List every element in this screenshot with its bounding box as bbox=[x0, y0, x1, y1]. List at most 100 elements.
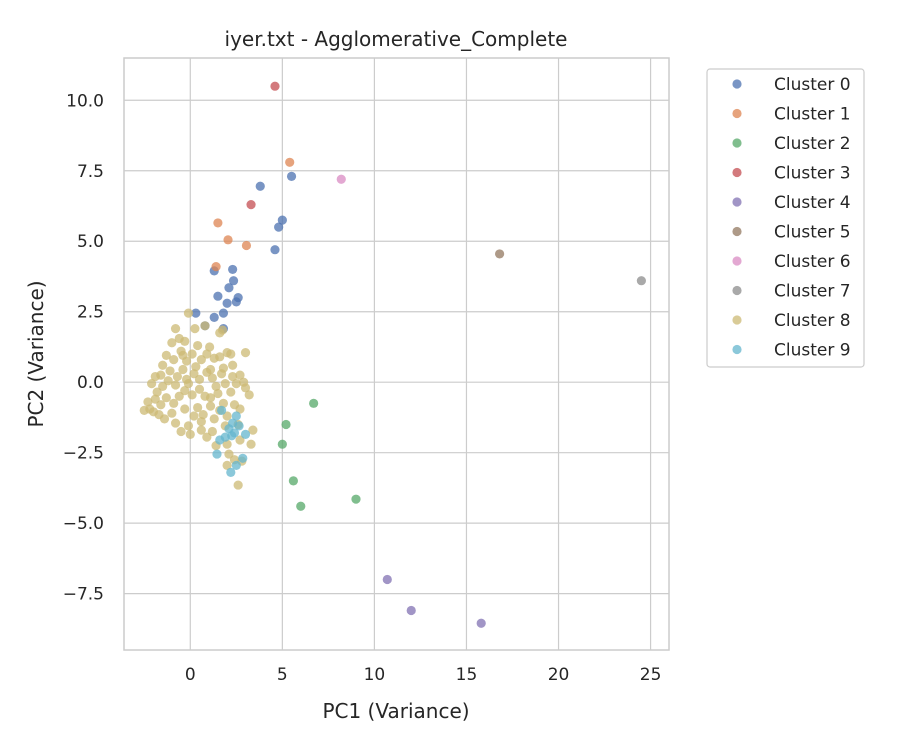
y-tick-label: −5.0 bbox=[63, 514, 104, 534]
data-point bbox=[336, 174, 346, 184]
data-point bbox=[213, 388, 223, 399]
series-3 bbox=[246, 81, 280, 210]
data-point bbox=[216, 369, 227, 379]
legend-label: Cluster 2 bbox=[774, 134, 851, 154]
data-point bbox=[180, 386, 190, 396]
data-point bbox=[226, 349, 236, 359]
data-point bbox=[161, 350, 171, 361]
data-point bbox=[139, 405, 149, 415]
data-point bbox=[231, 297, 241, 307]
data-point bbox=[158, 360, 168, 370]
data-point bbox=[246, 439, 256, 449]
legend-label: Cluster 7 bbox=[774, 282, 851, 302]
legend-label: Cluster 6 bbox=[774, 252, 851, 272]
data-point bbox=[178, 364, 188, 375]
data-point bbox=[189, 411, 199, 421]
data-point bbox=[217, 325, 228, 335]
legend-marker bbox=[732, 167, 742, 178]
data-point bbox=[270, 245, 280, 255]
data-point bbox=[495, 249, 505, 259]
series-0 bbox=[191, 171, 297, 334]
legend-label: Cluster 5 bbox=[774, 223, 851, 243]
data-point bbox=[178, 350, 188, 361]
legend-marker bbox=[732, 315, 742, 325]
data-point bbox=[205, 401, 216, 411]
data-point bbox=[233, 480, 243, 490]
data-point bbox=[193, 340, 203, 351]
data-point bbox=[222, 411, 232, 421]
x-axis-label: PC1 (Variance) bbox=[322, 699, 469, 723]
data-point bbox=[309, 398, 319, 408]
series-5 bbox=[495, 249, 505, 259]
data-point bbox=[476, 618, 486, 628]
legend-marker bbox=[732, 138, 742, 148]
data-point bbox=[191, 308, 201, 318]
legend-marker bbox=[732, 344, 742, 355]
data-point bbox=[213, 291, 223, 301]
data-point bbox=[228, 276, 239, 286]
data-point bbox=[183, 421, 194, 431]
data-point bbox=[222, 460, 232, 470]
legend-box bbox=[706, 68, 865, 368]
data-point bbox=[220, 379, 230, 389]
data-point bbox=[207, 426, 217, 437]
y-tick-label: −7.5 bbox=[63, 585, 104, 605]
data-point bbox=[248, 425, 258, 435]
data-point bbox=[176, 426, 186, 437]
x-tick-label: 10 bbox=[364, 665, 386, 685]
data-point bbox=[238, 453, 248, 463]
data-point bbox=[194, 374, 205, 384]
legend-label: Cluster 1 bbox=[774, 105, 851, 125]
data-point bbox=[152, 387, 162, 397]
data-point bbox=[196, 355, 206, 365]
series-4 bbox=[382, 574, 486, 628]
data-point bbox=[235, 435, 245, 445]
data-point bbox=[351, 494, 361, 504]
data-point bbox=[227, 431, 237, 441]
data-point bbox=[382, 574, 392, 585]
data-point bbox=[211, 381, 221, 392]
data-point bbox=[189, 369, 199, 379]
legend-label: Cluster 4 bbox=[774, 193, 851, 213]
data-point bbox=[222, 298, 232, 308]
data-point bbox=[215, 352, 225, 362]
data-point bbox=[209, 312, 219, 322]
data-point bbox=[190, 324, 200, 334]
data-point bbox=[244, 390, 254, 400]
data-point bbox=[286, 171, 297, 181]
data-point bbox=[241, 240, 252, 251]
data-point bbox=[240, 429, 251, 439]
legend-marker bbox=[732, 256, 742, 266]
data-point bbox=[270, 81, 280, 91]
data-point bbox=[172, 371, 182, 382]
data-point bbox=[147, 379, 157, 389]
y-tick-label: 10.0 bbox=[66, 91, 104, 111]
data-point bbox=[211, 262, 221, 272]
x-tick-label: 20 bbox=[548, 665, 570, 685]
plot-frame bbox=[123, 57, 670, 651]
data-point bbox=[255, 181, 265, 191]
data-point bbox=[185, 429, 195, 439]
data-point bbox=[187, 349, 197, 359]
series-7 bbox=[636, 276, 646, 286]
data-point bbox=[228, 264, 238, 275]
y-tick-label: 5.0 bbox=[77, 232, 104, 252]
data-point bbox=[281, 419, 291, 430]
data-point bbox=[191, 362, 201, 372]
data-point bbox=[288, 476, 298, 486]
data-point bbox=[165, 366, 175, 376]
x-tick-label: 15 bbox=[456, 665, 478, 685]
series-1 bbox=[211, 157, 295, 272]
data-point bbox=[207, 373, 217, 383]
data-point bbox=[223, 235, 233, 245]
data-point bbox=[163, 376, 173, 386]
data-point bbox=[209, 414, 219, 424]
y-axis-label: PC2 (Variance) bbox=[24, 280, 48, 427]
data-point bbox=[218, 398, 229, 408]
x-tick-label: 0 bbox=[185, 665, 196, 685]
x-tick-labels: 0 5 10 15 20 25 bbox=[185, 665, 662, 685]
data-point bbox=[205, 342, 215, 352]
data-point bbox=[180, 404, 190, 414]
data-point bbox=[239, 377, 249, 387]
